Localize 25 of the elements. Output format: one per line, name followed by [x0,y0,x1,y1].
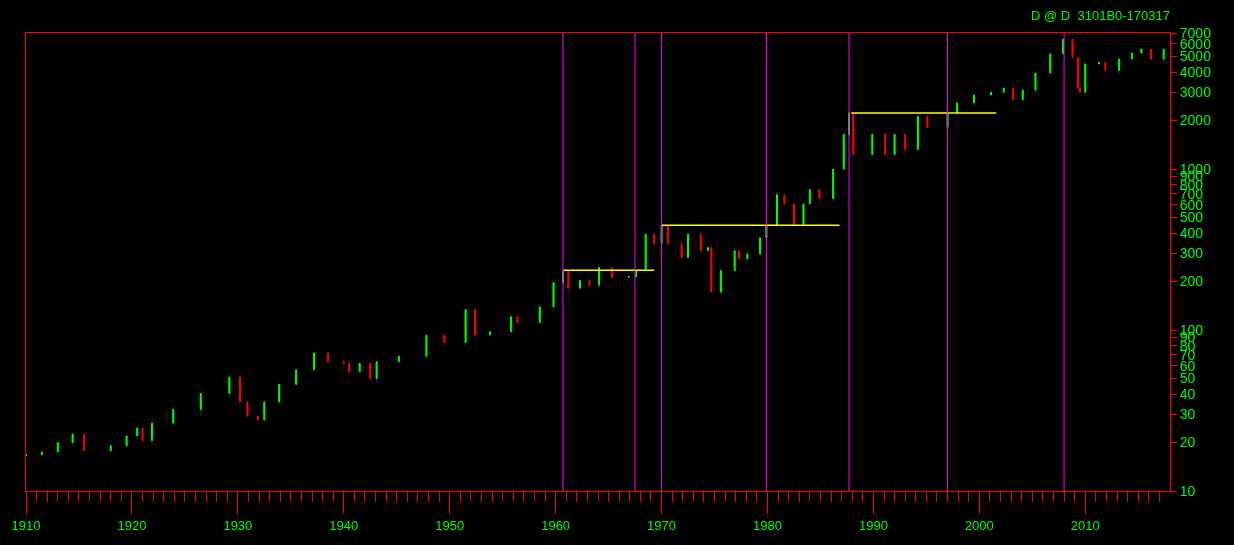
x-tick-label: 1920 [117,517,147,533]
x-tick-label: 2000 [964,517,994,533]
x-tick-label: 1980 [753,517,782,533]
y-tick-label: 30 [1179,406,1196,423]
y-tick-label: 500 [1179,209,1204,226]
y-tick-label: 40 [1179,385,1196,402]
x-tick-label: 1990 [858,517,888,533]
y-tick-label: 10 [1179,482,1196,499]
x-tick-label: 1960 [541,517,571,533]
y-tick-label: 50 [1179,370,1196,387]
x-tick-label: 1940 [329,517,359,533]
x-tick-label: 1950 [435,517,465,533]
y-tick-label: 4000 [1179,64,1212,81]
y-tick-label: 5000 [1179,48,1212,65]
x-tick-label: 1930 [223,517,253,533]
y-tick-label: 400 [1179,225,1204,241]
chart-title: D @ D 3101B0-170317 [1031,8,1170,24]
y-tick-label: 20 [1179,434,1196,451]
y-tick-label: 2000 [1179,112,1212,129]
y-tick-label: 200 [1179,273,1204,290]
y-tick-label: 3000 [1179,84,1212,101]
x-tick-label: 1910 [11,517,41,533]
x-tick-label: 2010 [1070,517,1100,533]
y-tick-label: 300 [1179,245,1204,262]
x-tick-label: 1970 [647,517,677,533]
